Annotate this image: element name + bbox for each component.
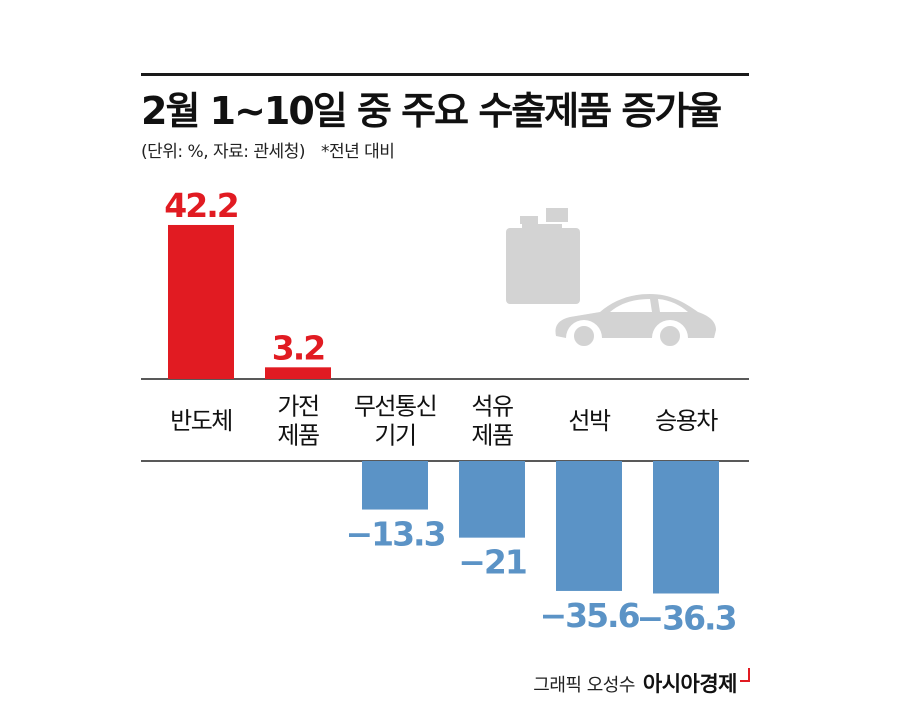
category-label-0-0: 반도체: [170, 407, 232, 435]
data-label-3: −21: [458, 543, 526, 582]
data-label-5: −36.3: [636, 598, 735, 637]
graphic-credit: 그래픽 오성수: [533, 675, 635, 696]
data-label-4: −35.6: [539, 596, 639, 635]
category-label-1-1: 제품: [277, 422, 319, 450]
jerry-can-icon: [506, 208, 580, 304]
data-label-0: 42.2: [164, 186, 237, 225]
unit-source-text: (단위: %, 자료: 관세청): [141, 142, 305, 162]
chart-title: 2월 1~10일 중 주요 수출제품 증가율: [141, 89, 722, 133]
car-icon: [555, 294, 716, 348]
brand-mark-icon: [740, 668, 750, 682]
data-label-1: 3.2: [272, 328, 324, 367]
category-label-4-0: 선박: [568, 407, 611, 435]
bar-4: [556, 461, 622, 591]
brand-logo-text: 아시아경제: [642, 672, 738, 696]
bar-3: [459, 461, 525, 538]
comparison-note: *전년 대비: [320, 142, 395, 162]
bar-1: [265, 367, 331, 379]
category-label-3-1: 제품: [471, 422, 513, 450]
bar-0: [168, 224, 234, 379]
credit-line: 그래픽 오성수 아시아경제: [533, 668, 750, 698]
category-label-2-1: 기기: [374, 422, 415, 450]
data-label-2: −13.3: [345, 515, 444, 554]
category-label-3-0: 석유: [471, 393, 513, 421]
bar-5: [653, 461, 719, 594]
chart-subtitle: (단위: %, 자료: 관세청) *전년 대비: [141, 137, 395, 162]
category-label-5-0: 승용차: [655, 407, 718, 435]
category-label-1-0: 가전: [277, 393, 318, 421]
category-label-2-0: 무선통신: [354, 393, 436, 421]
title-rule: [141, 73, 749, 76]
bar-2: [362, 461, 428, 510]
